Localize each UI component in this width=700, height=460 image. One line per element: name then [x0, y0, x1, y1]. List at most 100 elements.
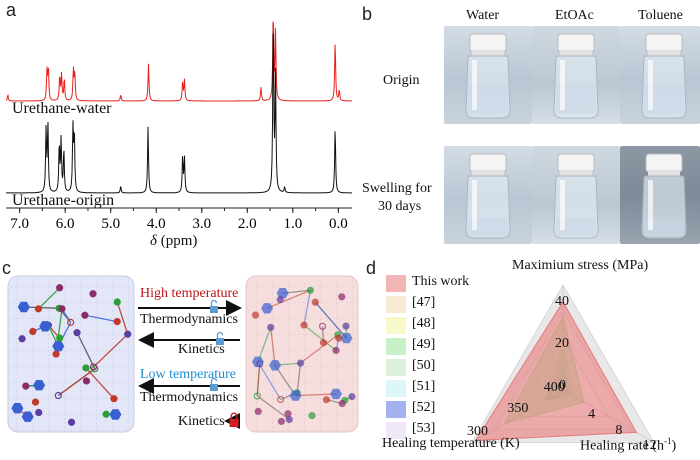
panel-label-c: c	[2, 258, 11, 278]
legend-swatch	[386, 317, 406, 334]
network-bond	[296, 363, 302, 393]
network-bond	[266, 289, 311, 309]
nmr-bottom-trace-label: Urethane-origin	[12, 192, 115, 209]
network-node	[300, 321, 308, 329]
network-node	[306, 286, 314, 294]
nmr-x-tick-label: 3.0	[192, 216, 211, 232]
network-node-hex	[109, 409, 122, 420]
vial-icon	[641, 33, 687, 119]
radar-series-polygon	[474, 300, 638, 441]
legend-label: [48]	[412, 316, 436, 331]
network-node	[311, 298, 319, 306]
network-bond	[270, 327, 276, 366]
label-kinetics-low: Kinetics	[178, 414, 225, 429]
legend-label: [47]	[412, 295, 436, 310]
legend-label: This work	[412, 274, 470, 289]
network-node	[102, 410, 110, 418]
network-node-hex	[340, 333, 353, 344]
network-node-hex	[261, 303, 274, 314]
legend-item: [50]	[386, 357, 498, 378]
network-node-hex	[276, 288, 289, 299]
network-node-hex	[17, 301, 30, 313]
vial-photo	[444, 26, 532, 124]
network-node-hex	[289, 390, 302, 401]
network-node	[22, 382, 30, 390]
legend-swatch	[386, 359, 406, 376]
network-node	[256, 360, 264, 368]
nmr-trace-line	[5, 21, 352, 102]
label-low-temperature: Low temperature	[140, 367, 237, 382]
radar-rate-name: Healing rate	[580, 438, 649, 454]
network-node	[35, 408, 43, 417]
radar-tick-label: 40	[555, 293, 569, 309]
legend-item: [49]	[386, 336, 498, 357]
network-bond	[85, 367, 115, 400]
network-node-hex	[21, 411, 34, 422]
network-node	[338, 293, 346, 301]
radar-tick-label: 12	[642, 438, 657, 454]
nmr-x-tick-label: 6.0	[56, 216, 75, 232]
radar-axis-label-temperature: Healing temperature (K)	[382, 436, 520, 451]
network-node	[319, 339, 328, 347]
network-node	[52, 350, 60, 358]
network-bond	[257, 361, 282, 400]
network-node	[348, 392, 356, 401]
nmr-top-trace-label: Urethane-water	[12, 100, 112, 117]
network-bond	[256, 395, 290, 421]
network-node	[267, 323, 275, 331]
legend-label: [53]	[412, 421, 436, 436]
network-bond	[76, 332, 96, 370]
nmr-x-tick-label: 2.0	[238, 216, 257, 232]
legend-item: [47]	[386, 294, 498, 315]
legend-item: [51]	[386, 378, 498, 399]
vial-icon	[553, 153, 599, 239]
network-bond	[303, 290, 312, 326]
radar-series	[474, 300, 638, 441]
radar-rate-unit-base: (h	[652, 438, 664, 454]
nmr-trace-urethane-origin	[5, 33, 352, 194]
network-node	[332, 346, 340, 355]
legend-item: This work	[386, 273, 498, 294]
network-structure-left	[11, 284, 132, 426]
radar-tick-label: 300	[466, 424, 488, 440]
vial-column-water: Water	[466, 8, 500, 23]
label-kinetics-high: Kinetics	[178, 342, 225, 357]
legend-label: [49]	[412, 337, 436, 352]
network-node	[254, 407, 262, 416]
panel-label-a: a	[6, 0, 17, 20]
radar-chart	[471, 283, 655, 443]
nmr-x-tick-label: 7.0	[10, 216, 29, 232]
radar-tick-label: 4	[588, 406, 596, 422]
network-node-hex	[39, 321, 52, 332]
network-node	[318, 322, 327, 330]
legend-swatch	[386, 338, 406, 355]
network-bond	[257, 327, 272, 363]
label-high-temperature: High temperature	[140, 286, 239, 301]
network-node	[31, 398, 40, 406]
network-structure-right	[251, 286, 356, 426]
vial-photo	[532, 26, 620, 124]
network-node-hex	[33, 380, 46, 391]
network-bond	[314, 301, 347, 339]
network-node	[322, 396, 331, 404]
nmr-xlabel-symbol: δ	[150, 233, 157, 249]
unlock-icon	[210, 377, 218, 391]
vial-photo	[444, 146, 532, 244]
network-node	[34, 305, 43, 313]
radar-axis-label-rate: Healing rate (h-1)	[580, 436, 676, 455]
vial-icon	[553, 33, 599, 119]
network-node	[308, 411, 316, 420]
network-node	[18, 335, 26, 343]
nmr-x-ticks: 7.0 6.0 5.0 4.0 3.0 2.0 1.0 0.0	[10, 208, 348, 232]
network-node	[253, 392, 261, 400]
label-thermodynamics-high: Thermodynamics	[140, 312, 238, 327]
radar-tick-label: 350	[507, 401, 529, 417]
network-node	[89, 290, 97, 298]
network-bond	[116, 301, 129, 335]
nmr-x-axis-label: δ (ppm)	[150, 233, 197, 250]
vial-photo	[620, 146, 700, 244]
network-node	[113, 317, 121, 326]
legend-label: [50]	[412, 358, 436, 373]
network-node	[56, 284, 64, 292]
network-node	[67, 318, 75, 326]
